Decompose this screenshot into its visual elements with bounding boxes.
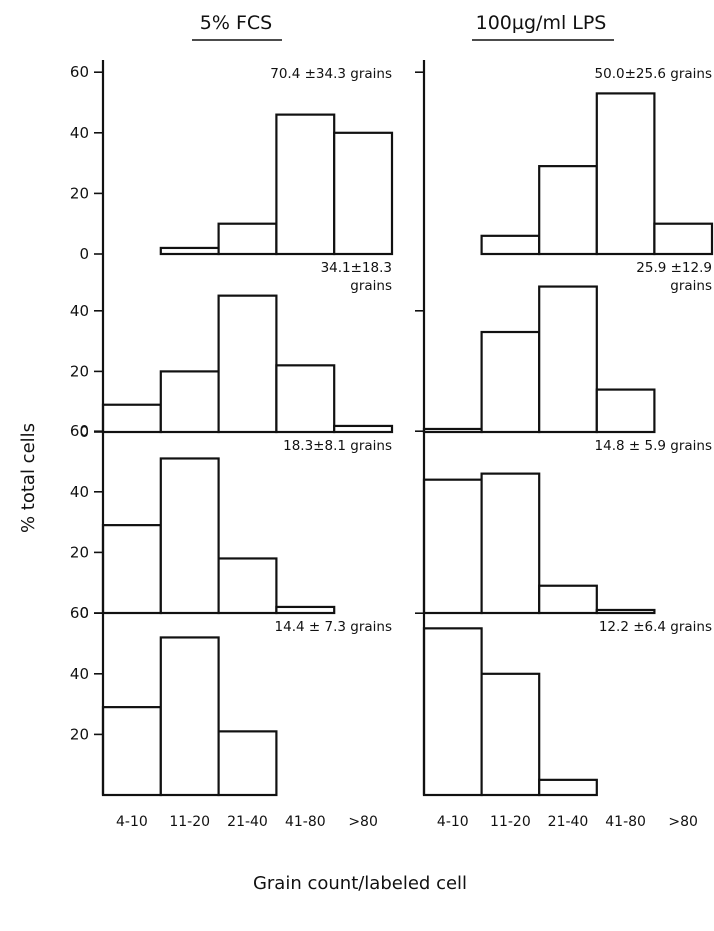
y-tick-label: 20 bbox=[70, 543, 89, 561]
column-title-lps: 100µg/ml LPS bbox=[476, 12, 607, 34]
bar-21-40 bbox=[217, 222, 278, 256]
grain-annotation: 18.3±8.1 grains bbox=[283, 438, 392, 454]
column-lps: 100µg/ml LPS bbox=[472, 12, 614, 41]
grain-annotation: 34.1±18.3 bbox=[321, 260, 392, 276]
bar-21-40 bbox=[538, 165, 598, 256]
panel-c0-r2: 0 20 40 60 18.3±8.1 grains bbox=[70, 422, 392, 622]
bar-21-40 bbox=[217, 557, 278, 615]
panel-c1-r1: 25.9 ±12.9 grains bbox=[415, 254, 712, 434]
grain-annotation: 14.8 ± 5.9 grains bbox=[595, 438, 712, 454]
bar-41-80 bbox=[275, 364, 336, 434]
panel-c0-r3: 20 40 60 14.4 ± 7.3 grains bbox=[70, 604, 392, 797]
bar-4-10 bbox=[422, 478, 483, 615]
bar-4-10 bbox=[101, 403, 162, 434]
grain-annotation: 50.0±25.6 grains bbox=[595, 66, 712, 82]
x-tick-label: 4-10 bbox=[437, 814, 469, 830]
y-tick-label: 20 bbox=[70, 184, 89, 202]
y-tick-label: 20 bbox=[70, 362, 89, 380]
grain-annotation: grains bbox=[350, 278, 392, 294]
y-tick-label: 40 bbox=[70, 302, 89, 320]
y-tick-label: 60 bbox=[70, 63, 89, 81]
column-5-fcs: 5% FCS bbox=[192, 12, 282, 41]
x-tick-label: >80 bbox=[348, 814, 378, 830]
bar-41-80 bbox=[595, 608, 656, 615]
bar-41-80 bbox=[275, 605, 336, 615]
x-tick-label: 41-80 bbox=[605, 814, 646, 830]
bar->80 bbox=[333, 131, 394, 256]
x-tick-label: 11-20 bbox=[169, 814, 210, 830]
y-tick-label: 0 bbox=[79, 245, 89, 263]
panels: 0 20 40 60 70.4 ±34.3 grains 0 20 40 34.1±18.3 gr… bbox=[70, 60, 714, 797]
bar->80 bbox=[653, 222, 714, 256]
grain-annotation: 25.9 ±12.9 bbox=[636, 260, 712, 276]
y-tick-label: 0 bbox=[79, 604, 89, 622]
panel-c1-r0: 50.0±25.6 grains bbox=[415, 60, 714, 256]
x-tick-label: 11-20 bbox=[490, 814, 531, 830]
panel-c0-r0: 0 20 40 60 70.4 ±34.3 grains bbox=[70, 60, 394, 263]
x-tick-label: 21-40 bbox=[548, 814, 589, 830]
grain-annotation: 70.4 ±34.3 grains bbox=[270, 66, 392, 82]
panel-c0-r1: 0 20 40 34.1±18.3 grains bbox=[70, 254, 394, 441]
x-tick-label: >80 bbox=[668, 814, 698, 830]
bar-11-20 bbox=[480, 672, 541, 797]
bar-21-40 bbox=[538, 584, 598, 615]
bar-4-10 bbox=[101, 524, 162, 615]
y-tick-label: 60 bbox=[70, 422, 89, 440]
bar-21-40 bbox=[217, 730, 278, 797]
grain-annotation: 14.4 ± 7.3 grains bbox=[275, 619, 392, 635]
bar-41-80 bbox=[275, 113, 336, 256]
y-tick-label: 20 bbox=[70, 725, 89, 743]
y-tick-label: 40 bbox=[70, 665, 89, 683]
x-tick-labels: 4-10 11-20 21-40 41-80 >80 4-10 11-20 21-40 41-8… bbox=[116, 814, 698, 830]
column-title-5-fcs: 5% FCS bbox=[200, 12, 272, 34]
grain-annotation: grains bbox=[670, 278, 712, 294]
bar-11-20 bbox=[159, 636, 220, 797]
x-tick-label: 4-10 bbox=[116, 814, 148, 830]
bar-11-20 bbox=[159, 370, 220, 434]
panel-c1-r2: 14.8 ± 5.9 grains bbox=[415, 430, 712, 615]
bar-4-10 bbox=[101, 706, 162, 797]
bar-11-20 bbox=[159, 457, 220, 615]
x-tick-label: 21-40 bbox=[227, 814, 268, 830]
y-tick-label: 40 bbox=[70, 124, 89, 142]
panel-c1-r3: 12.2 ±6.4 grains bbox=[415, 612, 712, 797]
bar-11-20 bbox=[480, 234, 541, 256]
bar-21-40 bbox=[538, 285, 598, 434]
bar->80 bbox=[333, 424, 394, 434]
y-tick-label: 60 bbox=[70, 604, 89, 622]
bar-11-20 bbox=[480, 472, 541, 615]
y-tick-label: 0 bbox=[79, 423, 89, 441]
bar-21-40 bbox=[538, 778, 598, 797]
bar-41-80 bbox=[595, 92, 656, 256]
grain-annotation: 12.2 ±6.4 grains bbox=[599, 619, 712, 635]
y-axis-label: % total cells bbox=[18, 423, 39, 533]
bar-41-80 bbox=[595, 388, 656, 434]
bar-11-20 bbox=[159, 246, 220, 256]
bar-21-40 bbox=[217, 294, 278, 434]
bar-4-10 bbox=[422, 427, 483, 434]
x-tick-label: 41-80 bbox=[285, 814, 326, 830]
x-axis-label: Grain count/labeled cell bbox=[253, 873, 467, 894]
y-tick-label: 40 bbox=[70, 483, 89, 501]
bar-11-20 bbox=[480, 330, 541, 434]
bar-4-10 bbox=[422, 627, 483, 797]
